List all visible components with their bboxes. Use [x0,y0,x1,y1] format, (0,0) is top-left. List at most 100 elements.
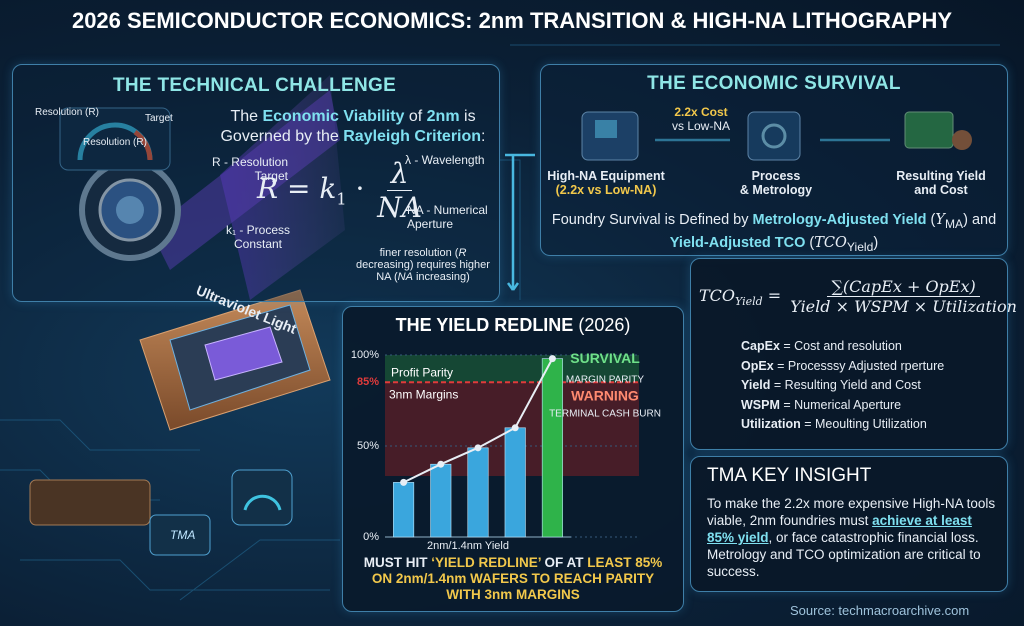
annotation: NA - Numerical Aperture [407,203,488,231]
chip-label: TMA [170,528,196,542]
formula-part: = [767,286,782,305]
bar [430,463,452,538]
gauge-label: Resolution (R) [83,137,147,148]
tco-formula: TCOYield = ∑(CapEx + OpEx) Yield × WSPM ×… [699,277,1021,316]
text: , or face catastrophic financial loss. M… [707,530,981,579]
highlight: Metrology-Adjusted Yield [752,212,927,228]
bar [393,482,415,538]
survival-zone [385,355,639,383]
technical-panel: THE TECHNICAL CHALLENGE Resolution (R) T… [12,64,500,302]
text: ( [926,212,936,228]
definitions: CapEx = Cost and resolution OpEx = Proces… [741,337,944,435]
text: (2026) [578,315,631,335]
math: Y [935,212,945,228]
highlight: 2nm [426,108,460,125]
bar [504,427,526,538]
annotation: λ - Wavelength [405,153,485,167]
panel-heading: THE TECHNICAL CHALLENGE [113,75,397,96]
text: finer resolution ( [379,247,459,259]
text: Process [751,169,801,183]
term: Yield [741,378,771,392]
highlight: achieve at least 85% yield [707,513,972,545]
annotation: 3nm Margins [389,387,458,401]
fraction: ∑(CapEx + OpEx) Yield × WSPM × Utilizatio… [786,277,1021,316]
insight-panel: TMA KEY INSIGHT To make the 2.2x more ex… [690,456,1008,592]
formula-part: Yield [735,295,763,309]
formula-part: ∑(CapEx + OpEx) [827,277,980,297]
economic-panel: THE ECONOMIC SURVIVAL 2.2x Cost vs Low-N… [540,64,1008,256]
text: To make the 2.2x more expensive High-NA … [707,496,996,528]
step: Process & Metrology [721,169,831,197]
step: High-NA Equipment (2.2x vs Low-NA) [541,169,671,197]
highlight: Economic Viability [262,108,405,125]
yield-panel: THE YIELD REDLINE (2026) 0% 50% 85% 100% 2nm… [342,306,684,612]
source: Source: techmacroarchive.com [790,603,970,618]
text: The [230,108,263,125]
annotation: Profit Parity [391,366,453,380]
formula-part: Yield × WSPM × Utilization [790,297,1017,316]
trend-point [548,355,556,363]
text: 2.2x Cost [674,105,728,119]
text: R [458,247,467,259]
math: MA [944,216,964,231]
y-tick-label: 0% [363,531,379,543]
definition-text: = Meoulting Utilization [800,417,927,431]
formula-part: = [287,172,311,205]
text: (2.2x vs Low-NA) [555,183,657,197]
zone-label: WARNING [571,387,639,403]
definition-text: = Processsy Adjusted rperture [773,358,945,373]
tco-panel: TCOYield = ∑(CapEx + OpEx) Yield × WSPM ×… [690,258,1017,450]
insight-body: To make the 2.2x more expensive High-NA … [707,495,999,580]
formula-part: 1 [336,189,347,209]
text: Foundry Survival is Defined by [551,212,753,228]
text: ) [873,234,879,251]
annotation: k₁ - Process Constant [225,223,291,251]
bar [541,358,563,538]
money-icon [904,111,954,149]
uv-beam [220,75,345,300]
text: ( [805,234,815,251]
annotation: R - Resolution Target [211,155,288,183]
text: decreasing) requires higher NA ( [356,259,490,283]
trend-point [437,460,445,468]
panel-heading: THE YIELD REDLINE (2026) [343,315,683,336]
definition: OpEx = Processsy Adjusted rperture [741,357,944,377]
zone-label: TERMINAL CASH BURN [549,408,661,419]
bar [467,447,489,538]
term: CapEx [741,339,780,353]
definition: WSPM = Numerical Aperture [741,396,944,416]
statement: Foundry Survival is Defined by Metrology… [551,211,997,257]
definition: CapEx = Cost and resolution [741,337,944,357]
gauge-label: Target [145,113,173,124]
text: OF AT [540,555,588,570]
formula-part: NA [377,191,422,224]
y-tick-label: 50% [357,440,379,452]
definition-text: = Numerical Aperture [779,397,902,412]
gauge-label: Resolution (R) [35,107,99,118]
trend-point [474,444,482,452]
formula-part: k [319,172,337,205]
definition-text: = Resulting Yield and Cost [770,378,921,392]
text: vs Low-NA [671,119,730,133]
term: Utilization [741,417,801,431]
text: High-NA Equipment [547,169,665,183]
term: OpEx [741,358,774,373]
formula-part: TCO [699,286,736,305]
text: ) and [963,212,997,228]
formula-part: R [257,172,279,205]
text: is Governed by the [220,108,476,145]
caption: MUST HIT ‘YIELD REDLINE’ OF AT LEAST 85%… [353,555,673,603]
rayleigh-formula: R = k1 · λ NA [257,157,426,224]
text: & Metrology [739,183,813,197]
formula-part: λ [386,157,413,191]
y-tick-label: 85% [357,376,379,388]
step: Resulting Yield and Cost [881,169,1001,197]
definition-text: = Cost and resolution [779,339,902,353]
text: and Cost [914,183,968,197]
text: : [481,128,486,145]
math: Yield [846,239,874,254]
process-icon [747,111,801,161]
panel-heading: TMA KEY INSIGHT [707,465,872,486]
